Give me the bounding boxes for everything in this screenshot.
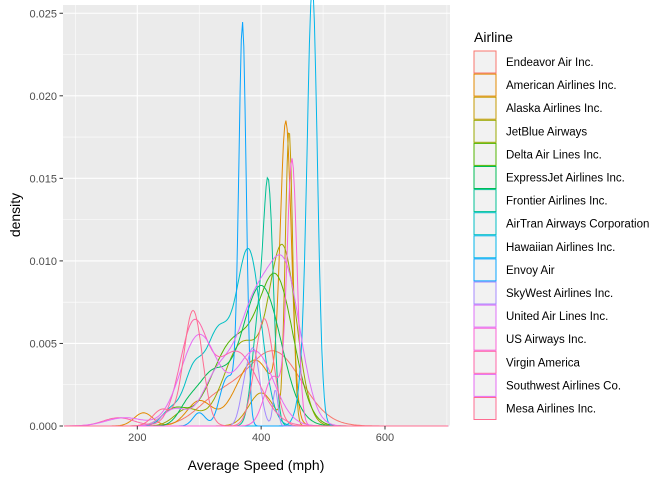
legend-key-14 [473, 350, 497, 374]
legend-key-5 [473, 142, 497, 166]
legend-label-1: Endeavor Air Inc. [506, 57, 594, 69]
y-tick-label: 0.005 [29, 338, 57, 350]
legend-label-13: US Airways Inc. [506, 334, 587, 346]
legend-label-5: Delta Air Lines Inc. [506, 149, 602, 161]
legend-label-2: American Airlines Inc. [506, 80, 617, 92]
density-lines [64, 0, 449, 427]
legend-label-8: AirTran Airways Corporation [506, 219, 649, 231]
legend-key-2 [473, 73, 497, 97]
legend-label-3: Alaska Airlines Inc. [506, 103, 603, 115]
x-axis-title: Average Speed (mph) [188, 457, 325, 473]
legend-key-11 [473, 281, 497, 305]
legend-key-7 [473, 189, 497, 213]
legend-label-10: Envoy Air [506, 265, 555, 277]
legend-key-15 [473, 373, 497, 397]
legend-key-16 [473, 397, 497, 420]
y-axis-title: density [7, 193, 23, 237]
legend-label-9: Hawaiian Airlines Inc. [506, 242, 615, 254]
x-tick-label: 200 [128, 432, 146, 444]
y-tick-label: 0.015 [29, 173, 57, 185]
legend-key-3 [473, 96, 497, 120]
legend-key-1 [473, 50, 497, 74]
legend-key-13 [473, 327, 497, 351]
legend-label-12: United Air Lines Inc. [506, 311, 608, 323]
x-tick-label: 400 [252, 432, 270, 444]
y-tick-label: 0.000 [29, 421, 57, 433]
legend-key-9 [473, 235, 497, 259]
y-tick-label: 0.025 [29, 8, 57, 20]
legend-label-14: Virgin America [506, 357, 581, 369]
legend-key-8 [473, 212, 497, 236]
y-tick-label: 0.020 [29, 91, 57, 103]
legend-key-4 [473, 119, 497, 143]
legend-label-4: JetBlue Airways [506, 126, 587, 138]
legend-label-11: SkyWest Airlines Inc. [506, 288, 613, 300]
legend-key-10 [473, 258, 497, 282]
x-axis: 200 400 600 [128, 426, 394, 444]
plot-panel [63, 5, 450, 426]
legend-label-15: Southwest Airlines Co. [506, 380, 621, 392]
legend-label-7: Frontier Airlines Inc. [506, 196, 608, 208]
legend-key-6 [473, 166, 497, 189]
legend-key-12 [473, 304, 497, 328]
y-axis: 0.000 0.005 0.010 0.015 0.020 0.025 [29, 8, 63, 433]
x-tick-label: 600 [376, 432, 394, 444]
density-line-16 [64, 309, 449, 427]
y-tick-label: 0.010 [29, 256, 57, 268]
grid-minor [63, 5, 450, 426]
legend-label-16: Mesa Airlines Inc. [506, 404, 596, 416]
legend-title: Airline [474, 29, 513, 45]
legend-label-6: ExpressJet Airlines Inc. [506, 173, 625, 185]
legend: Airline Endeavor Air Inc. American Airlin… [473, 29, 649, 420]
